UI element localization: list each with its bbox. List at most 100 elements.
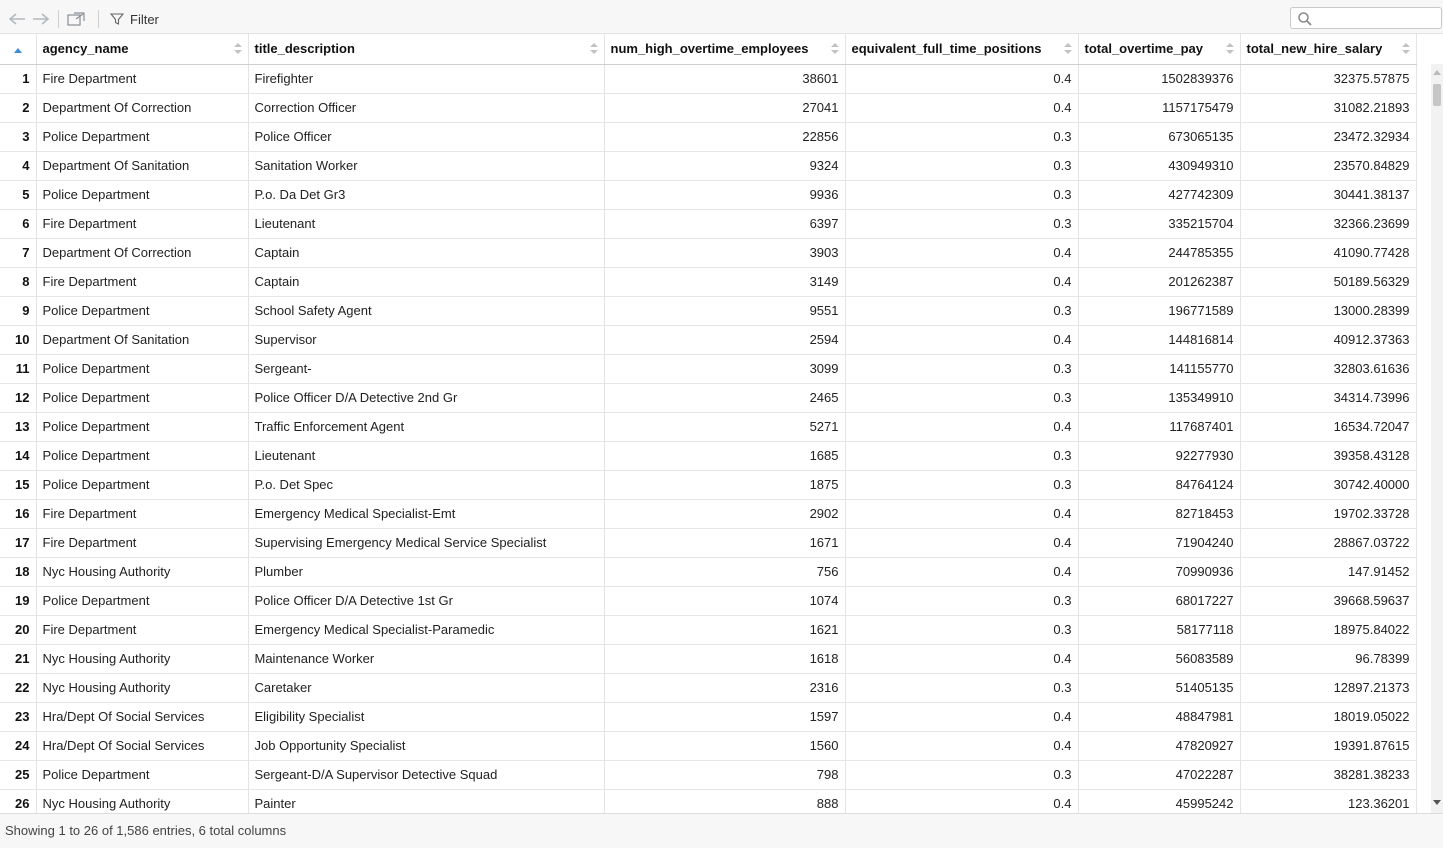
table-cell-total-new-hire-salary: 12897.21373 <box>1240 673 1417 703</box>
table-row[interactable]: 23 Hra/Dept Of Social Services Eligibility… <box>0 702 1417 732</box>
row-number: 9 <box>0 296 37 326</box>
sort-icon[interactable] <box>1401 43 1410 55</box>
table-cell-num-high-overtime-employees: 1621 <box>604 615 846 645</box>
table-cell-title-description: Caretaker <box>248 673 605 703</box>
table-row[interactable]: 5 Police Department P.o. Da Det Gr3 9936 0.3… <box>0 180 1417 210</box>
table-cell-total-new-hire-salary: 123.36201 <box>1240 789 1417 813</box>
popout-icon[interactable] <box>66 10 88 28</box>
row-number-header[interactable] <box>0 34 37 65</box>
table-row[interactable]: 26 Nyc Housing Authority Painter 888 0.4 4599… <box>0 789 1417 813</box>
forward-arrow-icon[interactable] <box>30 10 50 28</box>
table-cell-total-overtime-pay: 70990936 <box>1078 557 1241 587</box>
table-cell-total-new-hire-salary: 18019.05022 <box>1240 702 1417 732</box>
table-row[interactable]: 18 Nyc Housing Authority Plumber 756 0.4 7099… <box>0 557 1417 587</box>
table-cell-num-high-overtime-employees: 1618 <box>604 644 846 674</box>
table-cell-title-description: Captain <box>248 267 605 297</box>
filter-button[interactable]: Filter <box>110 10 170 28</box>
table-row[interactable]: 20 Fire Department Emergency Medical Speci… <box>0 615 1417 645</box>
table-row[interactable]: 13 Police Department Traffic Enforcement A… <box>0 412 1417 442</box>
sort-icon[interactable] <box>233 43 242 55</box>
table-row[interactable]: 11 Police Department Sergeant- 3099 0.3 14115… <box>0 354 1417 384</box>
scroll-up-icon[interactable] <box>1433 70 1441 75</box>
column-header-title-description[interactable]: title_description <box>248 34 605 65</box>
table-cell-total-overtime-pay: 1502839376 <box>1078 64 1241 94</box>
table-row[interactable]: 9 Police Department School Safety Agent 955… <box>0 296 1417 326</box>
table-row[interactable]: 4 Department Of Sanitation Sanitation Work… <box>0 151 1417 181</box>
table-row[interactable]: 3 Police Department Police Officer 22856 0.3… <box>0 122 1417 152</box>
table-row[interactable]: 24 Hra/Dept Of Social Services Job Opportu… <box>0 731 1417 761</box>
column-header-num-high-overtime-employees[interactable]: num_high_overtime_employees <box>604 34 846 65</box>
table-cell-total-overtime-pay: 71904240 <box>1078 528 1241 558</box>
table-row[interactable]: 10 Department Of Sanitation Supervisor 2594… <box>0 325 1417 355</box>
table-cell-title-description: Sanitation Worker <box>248 151 605 181</box>
table-cell-total-new-hire-salary: 32375.57875 <box>1240 64 1417 94</box>
data-table: agency_name title_description num_high_o… <box>0 34 1417 813</box>
table-cell-equivalent-full-time-positions: 0.4 <box>845 789 1079 813</box>
row-number: 19 <box>0 586 37 616</box>
table-cell-total-overtime-pay: 47820927 <box>1078 731 1241 761</box>
table-row[interactable]: 14 Police Department Lieutenant 1685 0.3 9227… <box>0 441 1417 471</box>
column-header-label: title_description <box>254 41 355 57</box>
table-cell-equivalent-full-time-positions: 0.4 <box>845 644 1079 674</box>
back-arrow-icon[interactable] <box>8 10 28 28</box>
table-cell-num-high-overtime-employees: 798 <box>604 760 846 790</box>
table-row[interactable]: 19 Police Department Police Officer D/A De… <box>0 586 1417 616</box>
row-number: 5 <box>0 180 37 210</box>
column-header-agency-name[interactable]: agency_name <box>36 34 249 65</box>
table-row[interactable]: 12 Police Department Police Officer D/A De… <box>0 383 1417 413</box>
row-number: 10 <box>0 325 37 355</box>
table-row[interactable]: 15 Police Department P.o. Det Spec 1875 0.3 8… <box>0 470 1417 500</box>
table-cell-num-high-overtime-employees: 1560 <box>604 731 846 761</box>
table-row[interactable]: 1 Fire Department Firefighter 38601 0.4 15028… <box>0 64 1417 94</box>
row-number: 7 <box>0 238 37 268</box>
row-number: 1 <box>0 64 37 94</box>
sort-icon[interactable] <box>830 43 839 55</box>
table-cell-agency-name: Nyc Housing Authority <box>36 557 249 587</box>
table-cell-num-high-overtime-employees: 1671 <box>604 528 846 558</box>
row-number: 14 <box>0 441 37 471</box>
search-input[interactable] <box>1317 9 1437 27</box>
table-cell-total-new-hire-salary: 31082.21893 <box>1240 93 1417 123</box>
table-row[interactable]: 21 Nyc Housing Authority Maintenance Worke… <box>0 644 1417 674</box>
table-cell-title-description: Sergeant-D/A Supervisor Detective Squad <box>248 760 605 790</box>
search-box[interactable] <box>1290 7 1442 29</box>
table-row[interactable]: 22 Nyc Housing Authority Caretaker 2316 0.3 5… <box>0 673 1417 703</box>
table-cell-total-overtime-pay: 82718453 <box>1078 499 1241 529</box>
table-cell-total-new-hire-salary: 147.91452 <box>1240 557 1417 587</box>
table-row[interactable]: 17 Fire Department Supervising Emergency M… <box>0 528 1417 558</box>
table-cell-equivalent-full-time-positions: 0.4 <box>845 64 1079 94</box>
table-row[interactable]: 8 Fire Department Captain 3149 0.4 201262387 5… <box>0 267 1417 297</box>
table-cell-agency-name: Department Of Sanitation <box>36 151 249 181</box>
scrollbar-thumb[interactable] <box>1433 84 1441 106</box>
funnel-icon <box>110 13 124 25</box>
table-cell-equivalent-full-time-positions: 0.3 <box>845 151 1079 181</box>
vertical-scrollbar[interactable] <box>1431 64 1443 813</box>
column-header-total-new-hire-salary[interactable]: total_new_hire_salary <box>1240 34 1417 65</box>
table-cell-num-high-overtime-employees: 9324 <box>604 151 846 181</box>
sort-icon[interactable] <box>1225 43 1234 55</box>
table-row[interactable]: 16 Fire Department Emergency Medical Speci… <box>0 499 1417 529</box>
table-cell-agency-name: Police Department <box>36 180 249 210</box>
table-row[interactable]: 6 Fire Department Lieutenant 6397 0.3 3352157… <box>0 209 1417 239</box>
table-cell-total-new-hire-salary: 32366.23699 <box>1240 209 1417 239</box>
table-cell-title-description: Lieutenant <box>248 441 605 471</box>
table-cell-title-description: Plumber <box>248 557 605 587</box>
table-cell-num-high-overtime-employees: 38601 <box>604 64 846 94</box>
table-row[interactable]: 2 Department Of Correction Correction Offi… <box>0 93 1417 123</box>
column-header-label: equivalent_full_time_positions <box>851 41 1042 57</box>
row-number: 17 <box>0 528 37 558</box>
table-row[interactable]: 25 Police Department Sergeant-D/A Supervis… <box>0 760 1417 790</box>
column-header-total-overtime-pay[interactable]: total_overtime_pay <box>1078 34 1241 65</box>
column-header-equivalent-full-time-positions[interactable]: equivalent_full_time_positions <box>845 34 1079 65</box>
sort-icon[interactable] <box>589 43 598 55</box>
table-cell-title-description: Maintenance Worker <box>248 644 605 674</box>
scroll-down-icon[interactable] <box>1433 800 1441 805</box>
table-cell-total-overtime-pay: 48847981 <box>1078 702 1241 732</box>
table-cell-total-new-hire-salary: 28867.03722 <box>1240 528 1417 558</box>
table-cell-equivalent-full-time-positions: 0.4 <box>845 702 1079 732</box>
row-number: 21 <box>0 644 37 674</box>
sort-icon[interactable] <box>1063 43 1072 55</box>
table-row[interactable]: 7 Department Of Correction Captain 3903 0.4 2… <box>0 238 1417 268</box>
table-cell-total-new-hire-salary: 96.78399 <box>1240 644 1417 674</box>
table-cell-title-description: Job Opportunity Specialist <box>248 731 605 761</box>
